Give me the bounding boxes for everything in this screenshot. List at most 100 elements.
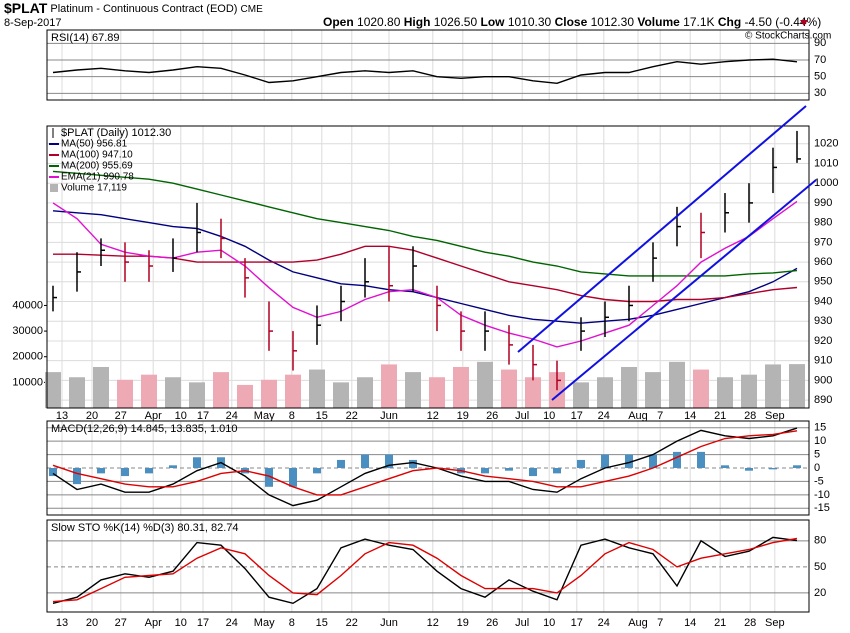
quote-label: Low bbox=[481, 15, 506, 29]
histogram-bar bbox=[73, 468, 81, 485]
volume-bar bbox=[141, 374, 157, 408]
x-tick-label: 26 bbox=[486, 617, 498, 629]
x-tick-label: 10 bbox=[175, 410, 187, 422]
exchange: CME bbox=[241, 4, 264, 15]
y-tick-label: 950 bbox=[814, 276, 832, 288]
legend-label: MA(200) 955.69 bbox=[61, 161, 133, 172]
x-tick-label: Sep bbox=[765, 617, 785, 629]
histogram-bar bbox=[97, 468, 105, 474]
volume-bar bbox=[429, 377, 445, 408]
y-tick-label: 930 bbox=[814, 315, 832, 327]
y-tick-label: 900 bbox=[814, 374, 832, 386]
y-tick-label: 990 bbox=[814, 197, 832, 209]
quote-value: 1010.30 bbox=[508, 15, 552, 29]
x-tick-label: May bbox=[254, 410, 275, 422]
y2-tick-label: 40000 bbox=[12, 299, 43, 311]
histogram-bar bbox=[577, 459, 585, 468]
line-series bbox=[52, 210, 798, 324]
x-tick-label: Apr bbox=[145, 410, 162, 422]
volume-bar bbox=[525, 377, 541, 408]
volume-bar bbox=[333, 382, 349, 408]
quote: Open 1020.80 High 1026.50 Low 1010.30 Cl… bbox=[323, 15, 821, 29]
volume-bar bbox=[765, 364, 781, 408]
x-tick-label: 22 bbox=[346, 410, 358, 422]
volume-bar bbox=[453, 366, 469, 408]
volume-bar bbox=[309, 369, 325, 408]
x-tick-label: Jun bbox=[380, 410, 398, 422]
volume-bar bbox=[69, 377, 85, 408]
panel-frame bbox=[46, 420, 810, 516]
x-tick-label: 10 bbox=[543, 617, 555, 629]
volume-bar bbox=[405, 372, 421, 408]
x-tick-label: 8 bbox=[289, 410, 295, 422]
volume-bar bbox=[573, 382, 589, 408]
y-tick-label: 20 bbox=[814, 587, 826, 599]
histogram-bar bbox=[553, 468, 561, 474]
y-tick-label: 970 bbox=[814, 236, 832, 248]
quote-value: 17.1K bbox=[683, 15, 714, 29]
x-tick-label: 19 bbox=[457, 410, 469, 422]
x-tick-label: 15 bbox=[316, 617, 328, 629]
y-tick-label: 50 bbox=[814, 561, 826, 573]
y-tick-label: -5 bbox=[814, 475, 824, 487]
histogram-bar bbox=[625, 454, 633, 468]
x-tick-label: May bbox=[254, 617, 275, 629]
histogram-bar bbox=[49, 468, 57, 477]
histogram-bar bbox=[721, 465, 729, 468]
histogram-bar bbox=[481, 468, 489, 474]
line-series bbox=[52, 536, 798, 605]
y-tick-label: -15 bbox=[814, 502, 830, 514]
x-tick-label: Jul bbox=[515, 410, 529, 422]
volume-bar bbox=[597, 377, 613, 408]
x-tick-label: 17 bbox=[571, 617, 583, 629]
panel-title: MACD(12,26,9) 14.845, 13.835, 1.010 bbox=[51, 423, 238, 435]
y-tick-label: 80 bbox=[814, 535, 826, 547]
x-tick-label: Jul bbox=[515, 617, 529, 629]
panel-frame bbox=[46, 29, 810, 101]
x-tick-label: Aug bbox=[628, 410, 648, 422]
x-tick-label: 19 bbox=[457, 617, 469, 629]
y-tick-label: 1000 bbox=[814, 177, 838, 189]
volume-bar bbox=[189, 382, 205, 408]
histogram-bar bbox=[385, 454, 393, 468]
x-tick-label: 7 bbox=[657, 617, 663, 629]
line-series bbox=[52, 200, 798, 348]
x-tick-label: Aug bbox=[628, 617, 648, 629]
histogram-bar bbox=[337, 459, 345, 468]
histogram-bar bbox=[649, 454, 657, 468]
x-tick-label: 24 bbox=[598, 617, 610, 629]
quote-label: Volume bbox=[637, 15, 680, 29]
y-tick-label: 910 bbox=[814, 355, 832, 367]
volume-bar bbox=[717, 377, 733, 408]
x-tick-label: Apr bbox=[145, 617, 162, 629]
y-tick-label: 90 bbox=[814, 37, 826, 49]
legend-title: $PLAT (Daily) 1012.30 bbox=[61, 127, 171, 139]
y-tick-label: 920 bbox=[814, 335, 832, 347]
histogram-bar bbox=[745, 468, 753, 471]
volume-bar bbox=[621, 366, 637, 408]
x-tick-label: 22 bbox=[346, 617, 358, 629]
volume-bar bbox=[501, 369, 517, 408]
credit: © StockCharts.com bbox=[745, 31, 831, 42]
line-series bbox=[52, 430, 798, 496]
volume-bar bbox=[261, 379, 277, 408]
x-tick-label: 14 bbox=[684, 410, 696, 422]
channel-line bbox=[551, 179, 817, 401]
symbol: $PLAT bbox=[4, 0, 48, 16]
y-tick-label: 940 bbox=[814, 295, 832, 307]
x-tick-label: 17 bbox=[197, 617, 209, 629]
volume-bar bbox=[789, 364, 805, 408]
panel-frame bbox=[46, 519, 810, 613]
x-tick-label: 7 bbox=[657, 410, 663, 422]
x-tick-label: 17 bbox=[197, 410, 209, 422]
x-tick-label: 12 bbox=[427, 410, 439, 422]
x-tick-label: 17 bbox=[571, 410, 583, 422]
volume-bar bbox=[165, 377, 181, 408]
x-tick-label: 10 bbox=[543, 410, 555, 422]
x-tick-label: Sep bbox=[765, 410, 785, 422]
y-tick-label: 1020 bbox=[814, 138, 838, 150]
x-tick-label: 21 bbox=[714, 410, 726, 422]
y-tick-label: 0 bbox=[814, 462, 820, 474]
x-tick-label: 20 bbox=[86, 410, 98, 422]
